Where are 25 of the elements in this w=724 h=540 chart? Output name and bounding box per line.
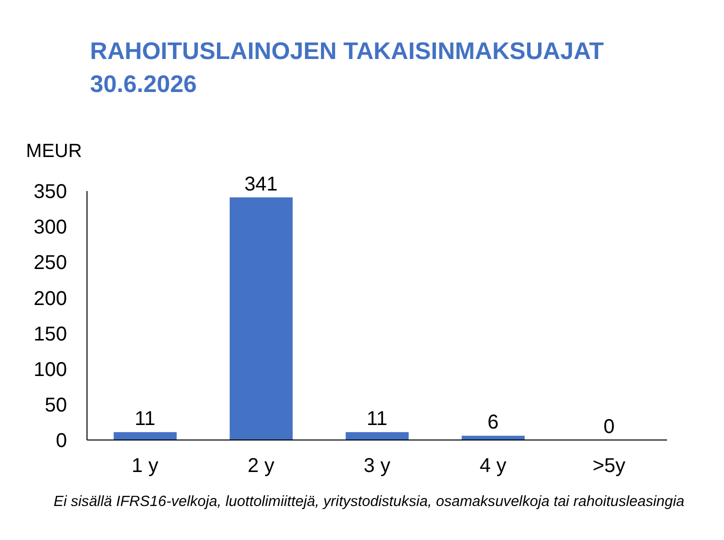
chart-title: RAHOITUSLAINOJEN TAKAISINMAKSUAJAT 30.6.2026: [90, 37, 604, 100]
y-tick-label: 50: [44, 394, 67, 417]
bar: [346, 432, 409, 440]
y-axis-title: MEUR: [26, 141, 82, 163]
y-tick-label: 300: [34, 216, 67, 239]
y-tick-label: 0: [56, 430, 67, 452]
x-tick-label: 2 y: [248, 455, 274, 478]
y-tick-label: 350: [34, 181, 67, 204]
data-label: 6: [487, 412, 499, 434]
x-tick-label: 1 y: [132, 455, 158, 478]
text: Ei sisällä IFRS16-velkoja, luottolimiittejä, yritystodistuksia, osamaksuvelkoja tai rahoitusleasingia: [54, 494, 684, 510]
y-tick-label: 150: [34, 323, 67, 346]
y-tick-label: 200: [34, 288, 67, 310]
data-label: 11: [366, 408, 388, 430]
x-tick-label: 4 y: [480, 455, 506, 478]
x-tick-label: 3 y: [364, 455, 390, 478]
data-label: 341: [244, 173, 278, 196]
x-tick-label: >5y: [592, 455, 626, 478]
data-label: 11: [134, 408, 156, 430]
y-tick-label: 100: [34, 358, 67, 381]
data-label: 0: [603, 416, 615, 438]
bar: [462, 436, 525, 440]
bar: [230, 197, 293, 440]
bar: [114, 432, 177, 440]
y-tick-label: 250: [34, 252, 67, 274]
